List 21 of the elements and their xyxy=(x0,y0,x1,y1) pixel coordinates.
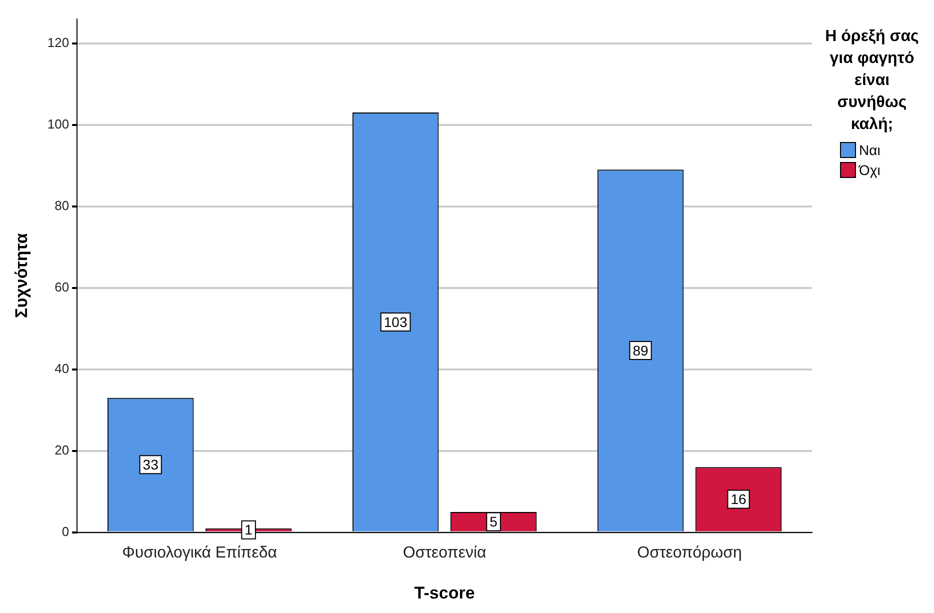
y-tick-label: 20 xyxy=(54,442,70,458)
y-tick-label: 60 xyxy=(54,279,70,294)
data-label: 103 xyxy=(384,314,408,330)
y-tick-label: 120 xyxy=(47,34,70,50)
legend-label: Όχι xyxy=(859,162,880,178)
legend-title: Η όρεξή σας για φαγητό είναι συνήθως καλή; xyxy=(824,27,920,135)
data-label: 33 xyxy=(142,456,159,472)
x-tick-label: Οστεοπόρωση xyxy=(637,544,742,562)
y-axis-title: Συχνότητα xyxy=(12,232,31,318)
x-tick-label: Οστεοπενία xyxy=(402,544,486,562)
y-tick-label: 80 xyxy=(54,198,70,213)
y-tick-label: 100 xyxy=(47,116,70,132)
y-tick-label: 40 xyxy=(54,360,70,376)
legend-label: Ναι xyxy=(859,142,880,158)
data-label: 5 xyxy=(490,514,498,530)
x-tick-label: Φυσιολογικά Επίπεδα xyxy=(122,544,277,562)
data-label: 1 xyxy=(244,522,253,538)
x-axis-title: T-score xyxy=(414,583,475,602)
y-tick-label: 0 xyxy=(62,524,70,539)
data-label: 89 xyxy=(632,342,649,358)
data-label: 16 xyxy=(730,491,747,508)
